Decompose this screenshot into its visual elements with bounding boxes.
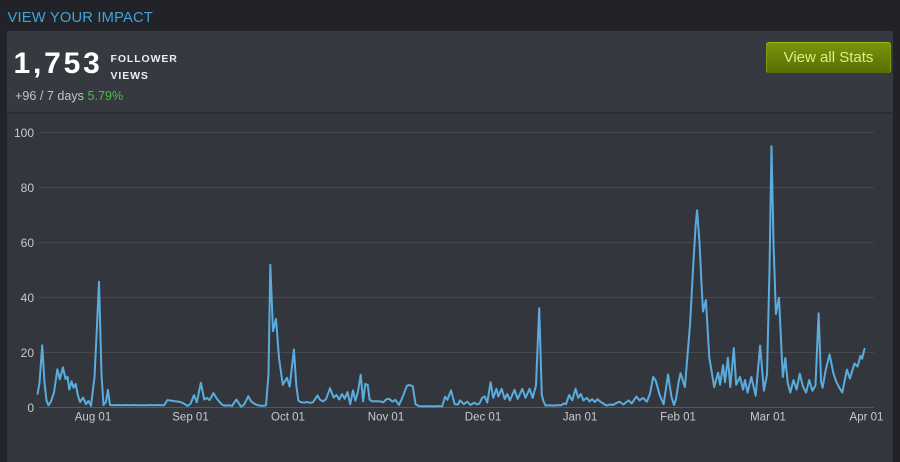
svg-text:Nov 01: Nov 01 <box>368 412 404 424</box>
svg-text:Oct 01: Oct 01 <box>271 412 305 424</box>
svg-text:40: 40 <box>21 291 35 305</box>
svg-text:100: 100 <box>14 126 34 140</box>
svg-text:Feb 01: Feb 01 <box>660 412 696 424</box>
svg-text:20: 20 <box>21 346 35 360</box>
svg-text:Aug 01: Aug 01 <box>75 412 111 424</box>
svg-text:Jan 01: Jan 01 <box>563 412 598 424</box>
svg-text:Mar 01: Mar 01 <box>750 412 786 424</box>
svg-text:Apr 01: Apr 01 <box>850 412 884 424</box>
svg-text:0: 0 <box>27 401 34 415</box>
svg-text:60: 60 <box>21 236 35 250</box>
svg-text:Sep 01: Sep 01 <box>172 412 208 424</box>
svg-text:Dec 01: Dec 01 <box>465 412 501 424</box>
svg-text:80: 80 <box>21 181 35 195</box>
